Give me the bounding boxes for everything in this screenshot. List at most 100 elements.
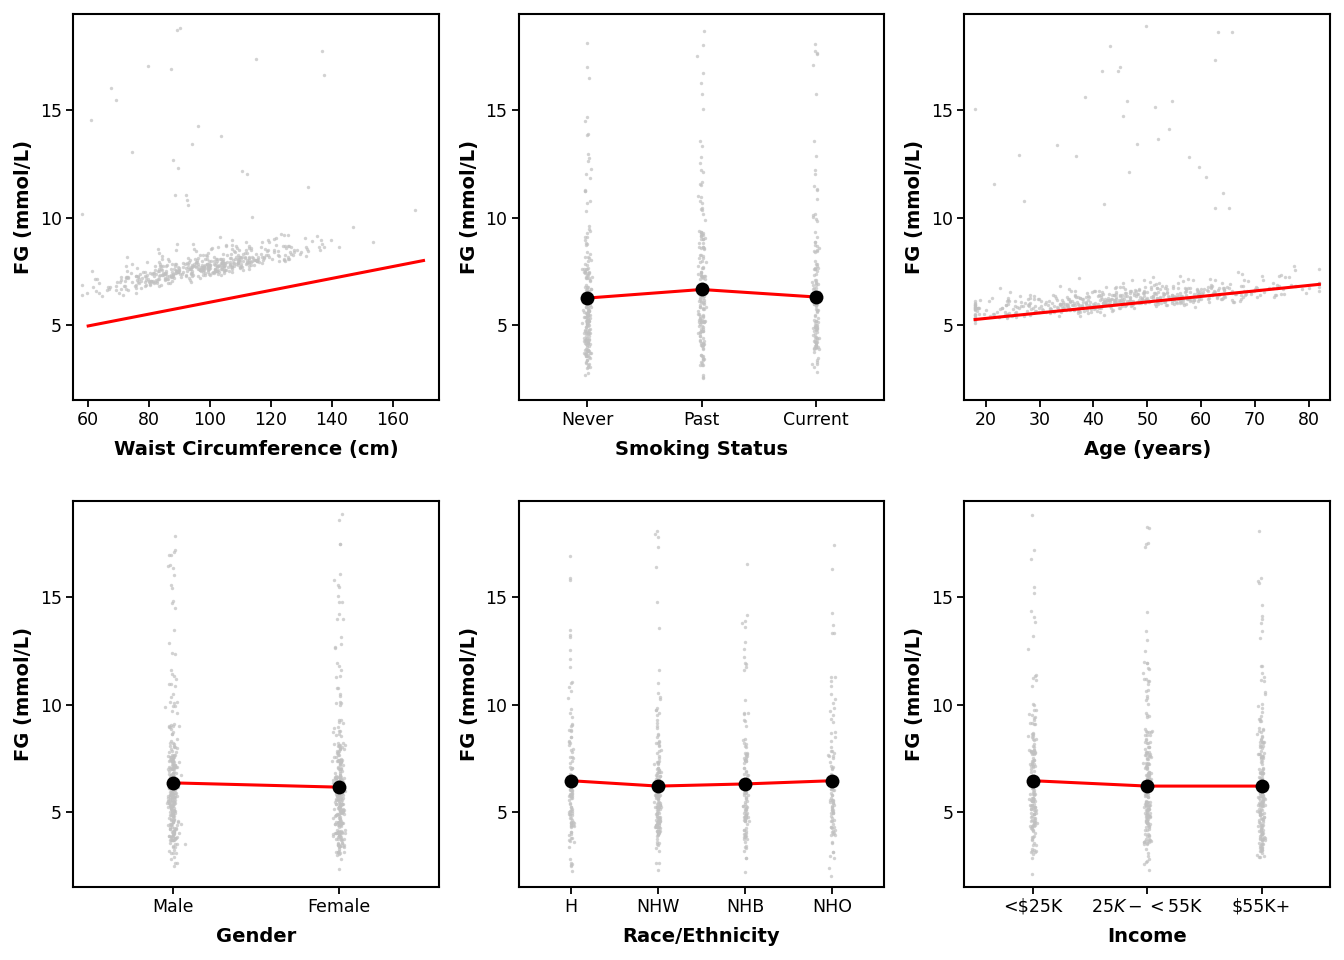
Point xyxy=(234,250,255,265)
Point xyxy=(648,800,669,815)
Point xyxy=(151,252,172,267)
Point xyxy=(161,798,183,813)
Point xyxy=(824,828,845,843)
Point xyxy=(1121,293,1142,308)
Point xyxy=(231,259,253,275)
Point xyxy=(695,230,716,246)
Point xyxy=(1130,294,1152,309)
Point xyxy=(646,831,668,847)
Point xyxy=(1025,732,1047,747)
Point xyxy=(167,263,188,278)
Point xyxy=(202,265,223,280)
Point xyxy=(575,271,597,286)
Point xyxy=(734,809,755,825)
Point xyxy=(1249,804,1270,819)
Point xyxy=(1138,708,1160,724)
Point xyxy=(144,269,165,284)
Point xyxy=(1265,287,1286,302)
Point xyxy=(220,247,242,262)
Point xyxy=(1251,797,1273,812)
Point xyxy=(230,253,251,269)
Point xyxy=(1024,669,1046,684)
Point xyxy=(128,269,149,284)
Point xyxy=(161,820,183,835)
Point xyxy=(691,288,712,303)
Point xyxy=(99,81,121,96)
Point xyxy=(1137,673,1159,688)
Point xyxy=(144,258,165,274)
Point xyxy=(122,256,144,272)
Point xyxy=(328,828,349,844)
Point xyxy=(1137,801,1159,816)
Point xyxy=(328,818,349,833)
Point xyxy=(1134,768,1156,783)
Point xyxy=(237,252,258,268)
Point xyxy=(328,512,349,527)
Point xyxy=(1246,280,1267,296)
Point xyxy=(165,820,187,835)
Point xyxy=(1249,523,1270,539)
Point xyxy=(327,719,348,734)
Point xyxy=(1102,288,1124,303)
Point xyxy=(164,266,185,281)
Point xyxy=(161,814,183,829)
Point xyxy=(1251,734,1273,750)
Point xyxy=(1023,758,1044,774)
Point xyxy=(1103,295,1125,310)
Point xyxy=(1134,728,1156,743)
Point xyxy=(578,338,599,353)
Point xyxy=(1253,760,1274,776)
Point xyxy=(821,781,843,797)
Point xyxy=(148,261,169,276)
Point xyxy=(646,809,668,825)
Point xyxy=(1138,862,1160,877)
Point xyxy=(168,259,190,275)
Point xyxy=(1145,297,1167,312)
Point xyxy=(324,639,345,655)
Point xyxy=(1142,288,1164,303)
Point xyxy=(573,265,594,280)
Point xyxy=(1128,295,1149,310)
Point xyxy=(113,278,134,294)
Point xyxy=(328,843,349,858)
Point xyxy=(579,265,601,280)
Point xyxy=(164,758,185,774)
Point xyxy=(734,735,755,751)
Point xyxy=(200,253,222,269)
Point xyxy=(575,286,597,301)
Point xyxy=(804,359,825,374)
Point xyxy=(1250,796,1271,811)
Point xyxy=(734,662,755,678)
Point xyxy=(577,300,598,316)
Point xyxy=(1118,284,1140,300)
Point xyxy=(227,254,249,270)
Point xyxy=(823,826,844,841)
Point xyxy=(168,814,190,829)
Point xyxy=(325,791,347,806)
Point xyxy=(1023,775,1044,790)
Point xyxy=(328,800,349,815)
Point xyxy=(559,548,581,564)
Point xyxy=(577,195,598,210)
Point xyxy=(1005,310,1027,325)
Point xyxy=(329,767,351,782)
Point xyxy=(148,264,169,279)
Point xyxy=(91,289,113,304)
Point xyxy=(735,763,757,779)
Point xyxy=(577,292,598,307)
Point xyxy=(1167,296,1188,311)
Point xyxy=(1251,820,1273,835)
Point xyxy=(560,863,582,878)
Point xyxy=(648,795,669,810)
Point xyxy=(331,818,352,833)
Point xyxy=(163,780,184,796)
Point xyxy=(1185,281,1207,297)
Point xyxy=(239,255,261,271)
Point xyxy=(325,845,347,860)
Point xyxy=(577,288,598,303)
Point xyxy=(575,360,597,375)
Point xyxy=(89,285,110,300)
Point xyxy=(996,298,1017,313)
Point xyxy=(329,536,351,551)
Point xyxy=(735,824,757,839)
